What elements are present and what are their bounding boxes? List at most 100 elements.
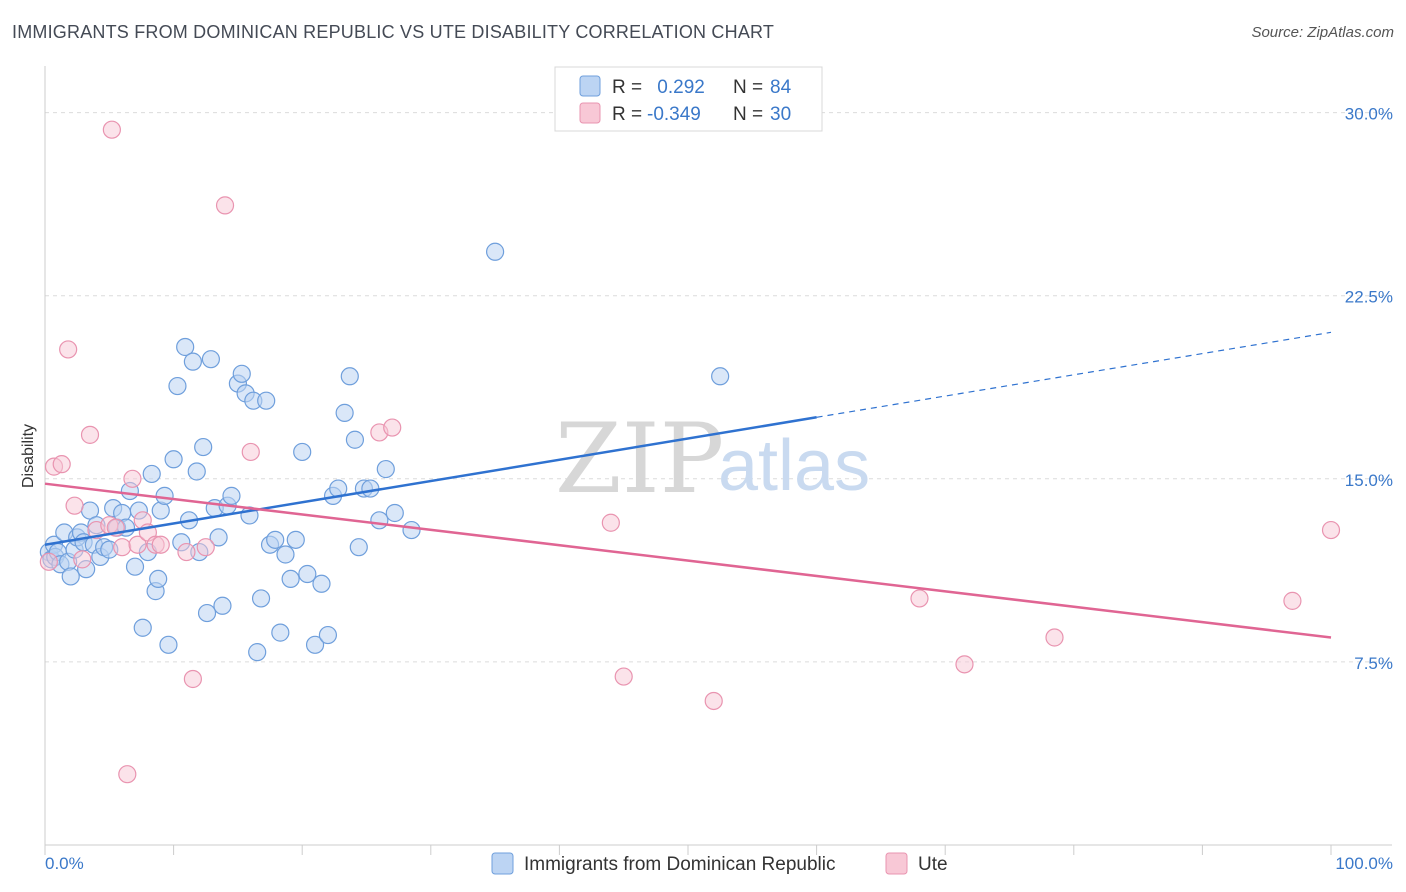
top-legend: R = 0.292 N = 84 R = -0.349 N = 30 xyxy=(554,66,823,132)
point-immigrants-48 xyxy=(213,596,232,615)
point-ute-4 xyxy=(65,496,84,515)
point-immigrants-31 xyxy=(149,569,168,589)
point-immigrants-78 xyxy=(370,511,389,530)
point-ute-24 xyxy=(383,418,402,437)
point-ute-29 xyxy=(955,655,974,674)
point-ute-28 xyxy=(910,589,929,608)
source-label: Source: ZipAtlas.com xyxy=(1251,24,1394,41)
point-immigrants-65 xyxy=(293,442,312,462)
point-immigrants-67 xyxy=(305,635,325,654)
point-ute-3 xyxy=(59,340,78,359)
point-immigrants-77 xyxy=(361,479,380,498)
point-ute-25 xyxy=(601,513,620,532)
y-tick-label-0: 7.5% xyxy=(1354,654,1393,673)
point-immigrants-66 xyxy=(298,564,317,584)
point-immigrants-73 xyxy=(340,367,359,386)
point-immigrants-64 xyxy=(286,530,305,549)
point-immigrants-69 xyxy=(318,625,338,645)
legend-n-label-2: N = xyxy=(733,104,763,125)
trend-line-immigrants-extension xyxy=(816,331,1332,418)
point-ute-30 xyxy=(1045,628,1064,647)
point-immigrants-60 xyxy=(266,530,285,549)
point-immigrants-61 xyxy=(271,623,290,642)
watermark: ZIP atlas xyxy=(555,403,870,515)
y-tick-labels: 7.5% 15.0% 22.5% 30.0% xyxy=(1345,105,1393,673)
point-ute-19 xyxy=(183,669,202,689)
point-immigrants-29 xyxy=(142,464,161,484)
point-immigrants-68 xyxy=(312,574,331,593)
point-ute-22 xyxy=(241,442,260,462)
point-ute-17 xyxy=(151,535,170,554)
point-ute-5 xyxy=(73,550,92,569)
point-ute-26 xyxy=(614,667,633,686)
x-tick-label-1: 100.0% xyxy=(1335,854,1393,873)
y-tick-label-2: 22.5% xyxy=(1345,288,1393,307)
watermark-atlas: atlas xyxy=(718,426,870,506)
point-ute-31 xyxy=(1283,591,1302,610)
series-immigrants-points xyxy=(39,242,730,662)
point-immigrants-50 xyxy=(222,486,241,505)
y-tick-label-1: 15.0% xyxy=(1345,471,1393,490)
point-ute-0 xyxy=(39,552,58,571)
point-immigrants-41 xyxy=(187,462,206,481)
point-ute-2 xyxy=(52,455,71,474)
trend-line-ute xyxy=(44,482,1332,639)
chart-title: IMMIGRANTS FROM DOMINICAN REPUBLIC VS UT… xyxy=(12,22,775,42)
point-immigrants-83 xyxy=(711,367,730,386)
trend-lines xyxy=(44,331,1332,639)
y-tick-label-3: 30.0% xyxy=(1345,105,1393,124)
legend-swatch-pink xyxy=(579,102,601,124)
point-immigrants-62 xyxy=(276,545,295,564)
legend-n-value-2: 30 xyxy=(770,104,791,125)
legend-r-value-1: 0.292 xyxy=(652,77,705,98)
point-immigrants-63 xyxy=(281,569,300,589)
point-immigrants-34 xyxy=(159,635,178,654)
x-tick-label-0: 0.0% xyxy=(45,854,84,873)
point-immigrants-74 xyxy=(345,430,365,449)
point-immigrants-47 xyxy=(209,528,228,547)
point-immigrants-57 xyxy=(251,589,271,608)
point-ute-10 xyxy=(113,538,132,557)
point-immigrants-38 xyxy=(176,337,195,357)
point-immigrants-33 xyxy=(155,486,174,505)
point-immigrants-81 xyxy=(402,520,421,540)
point-immigrants-56 xyxy=(248,643,267,662)
point-immigrants-44 xyxy=(197,603,217,623)
point-immigrants-82 xyxy=(486,242,505,261)
watermark-zip: ZIP xyxy=(555,403,724,515)
bottom-legend-label-1: Immigrants from Dominican Republic xyxy=(524,854,836,875)
point-ute-6 xyxy=(80,425,100,444)
bottom-legend-swatch-pink xyxy=(885,852,908,875)
point-immigrants-58 xyxy=(257,391,276,410)
trend-line-immigrants xyxy=(44,416,817,546)
point-immigrants-27 xyxy=(133,618,152,637)
point-immigrants-52 xyxy=(232,364,251,383)
point-immigrants-40 xyxy=(183,352,202,371)
y-axis-label: Disability xyxy=(20,424,37,488)
point-immigrants-35 xyxy=(164,450,183,469)
legend-r-label-2: R = xyxy=(612,104,642,125)
point-immigrants-36 xyxy=(168,376,187,396)
legend-n-label-1: N = xyxy=(733,77,763,98)
point-ute-32 xyxy=(1321,520,1341,540)
grid-lines xyxy=(45,112,1392,663)
legend-n-value-1: 84 xyxy=(770,77,792,98)
legend-swatch-blue xyxy=(579,75,601,97)
point-immigrants-72 xyxy=(335,403,354,422)
point-ute-11 xyxy=(118,765,137,784)
legend-r-label-1: R = xyxy=(612,77,642,98)
point-ute-13 xyxy=(128,535,147,554)
point-immigrants-25 xyxy=(125,557,145,576)
point-immigrants-43 xyxy=(194,437,213,457)
point-immigrants-45 xyxy=(201,350,220,369)
bottom-legend: Immigrants from Dominican Republic Ute xyxy=(491,852,948,875)
point-ute-27 xyxy=(704,691,723,711)
point-ute-20 xyxy=(196,538,215,557)
bottom-legend-swatch-blue xyxy=(491,852,514,875)
point-immigrants-8 xyxy=(61,567,80,586)
point-ute-12 xyxy=(123,469,142,488)
axes xyxy=(44,66,1392,855)
point-ute-21 xyxy=(215,196,235,215)
point-immigrants-79 xyxy=(376,459,395,479)
